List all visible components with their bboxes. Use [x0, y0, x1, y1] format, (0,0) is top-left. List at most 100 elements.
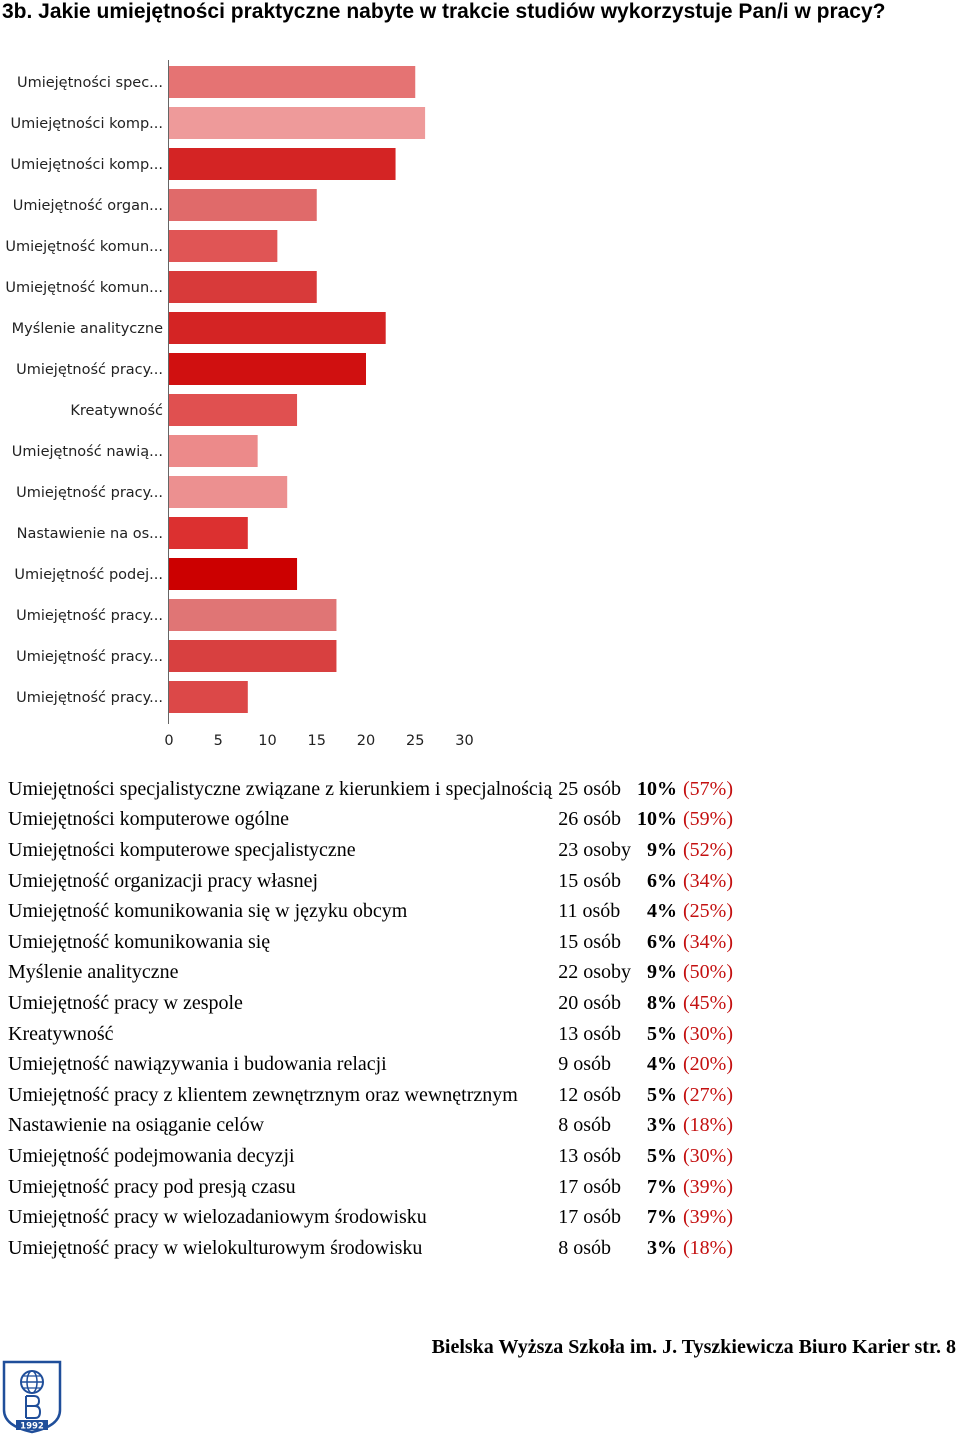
chart-category-label: Umiejętności komp...: [11, 157, 163, 173]
chart-bar: [169, 640, 337, 672]
table-row: Umiejętność komunikowania się 15 osób 6% (3…: [4, 927, 735, 958]
row-percent: 9%: [647, 961, 678, 984]
row-count: 11 osób: [558, 900, 621, 923]
row-label: Umiejętność komunikowania się w języku o…: [8, 900, 408, 923]
row-count: 9 osób: [558, 1053, 612, 1076]
row-share: (34%): [683, 930, 733, 953]
chart-bar: [169, 394, 298, 426]
row-share: (39%): [683, 1175, 733, 1198]
row-count: 23 osoby: [558, 838, 632, 861]
row-count: 12 osób: [558, 1083, 622, 1106]
row-count: 17 osób: [558, 1175, 622, 1198]
row-percent: 10%: [637, 808, 678, 831]
table-row: Umiejętność nawiązywania i budowania rel…: [4, 1049, 735, 1080]
row-percent: 3%: [647, 1114, 678, 1137]
row-share: (34%): [683, 869, 733, 892]
row-share: (52%): [683, 838, 733, 861]
row-label: Umiejętność pracy w zespole: [8, 991, 243, 1014]
row-label: Umiejętność pracy z klientem zewnętrznym…: [8, 1083, 518, 1106]
row-count: 26 osób: [558, 808, 622, 831]
chart-bars: [169, 66, 426, 713]
chart-tick-label: 10: [258, 733, 276, 749]
chart-bar: [169, 148, 396, 180]
logo-year: 1992: [20, 1422, 44, 1432]
chart-category-label: Umiejętność pracy...: [16, 649, 163, 665]
chart-category-label: Umiejętności spec...: [17, 75, 163, 91]
row-percent: 3%: [647, 1236, 678, 1259]
row-share: (18%): [683, 1114, 733, 1137]
chart-bar: [169, 681, 248, 713]
chart-category-label: Nastawienie na os...: [17, 526, 163, 542]
chart-category-label: Umiejętność pracy...: [16, 485, 163, 501]
row-count: 15 osób: [558, 930, 622, 953]
row-percent: 4%: [647, 900, 678, 923]
table-row: Umiejętności komputerowe ogólne 26 osób 10…: [4, 805, 735, 836]
row-label: Kreatywność: [8, 1022, 114, 1045]
row-percent: 5%: [647, 1022, 678, 1045]
row-label: Umiejętność komunikowania się: [8, 930, 271, 953]
table-row: Kreatywność 13 osób 5% (30%): [4, 1019, 735, 1050]
row-share: (27%): [683, 1083, 733, 1106]
table-row: Umiejętność organizacji pracy własnej 15 …: [4, 866, 735, 897]
chart-category-label: Kreatywność: [70, 403, 163, 419]
chart-tick-label: 25: [406, 733, 424, 749]
logo-letter-b: [25, 1395, 42, 1419]
footer-text: Bielska Wyższa Szkoła im. J. Tyszkiewicz…: [431, 1336, 956, 1358]
chart-category-label: Myślenie analityczne: [12, 321, 163, 337]
row-count: 13 osób: [558, 1144, 622, 1167]
row-label: Umiejętność pracy pod presją czasu: [8, 1175, 296, 1198]
chart-category-label: Umiejętność komun...: [5, 280, 163, 296]
row-label: Myślenie analityczne: [8, 961, 179, 984]
row-count: 25 osób: [558, 777, 622, 800]
chart-category-label: Umiejętność nawią...: [12, 444, 163, 460]
chart-bar: [169, 517, 248, 549]
chart-tick-label: 0: [164, 733, 173, 749]
chart-category-labels: Umiejętności spec... Umiejętności komp...…: [5, 75, 163, 706]
row-percent: 5%: [647, 1144, 678, 1167]
row-share: (20%): [683, 1053, 733, 1076]
table-row: Umiejętność pracy w wielokulturowym środ…: [4, 1233, 735, 1264]
row-percent: 4%: [647, 1053, 678, 1076]
row-count: 8 osób: [558, 1114, 612, 1137]
row-count: 8 osób: [558, 1236, 612, 1259]
bar-chart: Umiejętności spec... Umiejętności komp...…: [5, 60, 474, 749]
row-label: Umiejętność nawiązywania i budowania rel…: [8, 1053, 387, 1076]
row-label: Umiejętność pracy w wielokulturowym środ…: [8, 1236, 423, 1259]
table-row: Umiejętność podejmowania decyzji 13 osób 5…: [4, 1141, 735, 1172]
chart-bar: [169, 476, 288, 508]
table-row: Umiejętność pracy pod presją czasu 17 osó…: [4, 1172, 735, 1203]
chart-bar: [169, 230, 278, 262]
question-heading: 3b. Jakie umiejętności praktyczne nabyte…: [2, 0, 886, 23]
chart-bar: [169, 66, 416, 98]
chart-bar: [169, 353, 366, 385]
row-share: (59%): [683, 808, 733, 831]
row-share: (25%): [683, 900, 733, 923]
table-row: Myślenie analityczne 22 osoby 9% (50%): [4, 958, 735, 989]
chart-tick-label: 5: [214, 733, 223, 749]
row-count: 22 osoby: [558, 961, 632, 984]
row-percent: 9%: [647, 838, 678, 861]
table-row: Umiejętności komputerowe specjalistyczne…: [4, 835, 735, 866]
table-row: Umiejętność pracy w wielozadaniowym środ…: [4, 1202, 735, 1233]
chart-bar: [169, 312, 386, 344]
chart-category-label: Umiejętność komun...: [5, 239, 163, 255]
row-percent: 10%: [637, 777, 678, 800]
chart-category-label: Umiejętności komp...: [11, 116, 163, 132]
row-share: (50%): [683, 961, 733, 984]
row-share: (45%): [683, 991, 733, 1014]
row-share: (57%): [683, 777, 733, 800]
chart-category-label: Umiejętność pracy...: [16, 690, 163, 706]
row-percent: 7%: [647, 1175, 678, 1198]
row-share: (30%): [683, 1144, 733, 1167]
chart-bar: [169, 558, 298, 590]
table-row: Umiejętność pracy w zespole 20 osób 8% (45%…: [4, 988, 735, 1019]
row-count: 15 osób: [558, 869, 622, 892]
row-label: Umiejętności specjalistyczne związane z …: [8, 777, 553, 800]
row-percent: 8%: [647, 991, 678, 1014]
chart-tick-label: 20: [357, 733, 375, 749]
row-label: Umiejętności komputerowe specjalistyczne: [8, 838, 356, 861]
chart-tick-label: 30: [455, 733, 473, 749]
results-table: Umiejętności specjalistyczne związane z …: [4, 774, 735, 1264]
chart-tick-label: 15: [308, 733, 326, 749]
chart-category-label: Umiejętność pracy...: [16, 608, 163, 624]
